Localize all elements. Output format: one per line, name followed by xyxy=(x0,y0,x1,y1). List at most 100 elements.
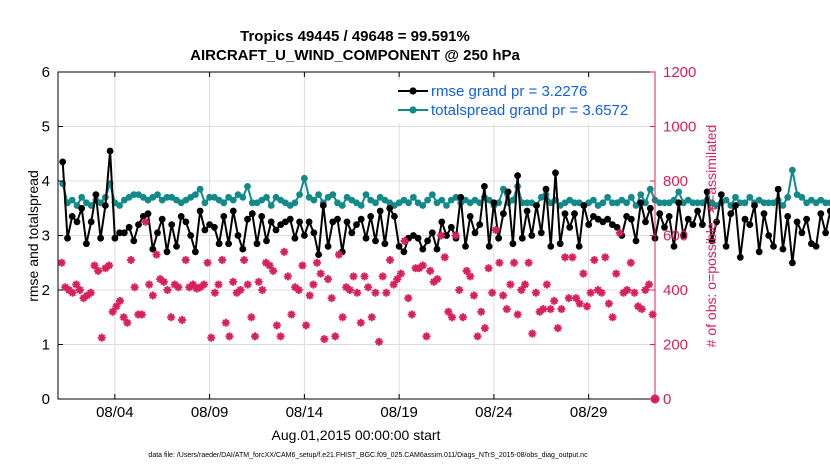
obs-marker-stroke xyxy=(291,283,299,291)
totalspread-point xyxy=(732,193,739,201)
obs-assimilated-marker xyxy=(375,337,384,346)
rmse-point xyxy=(798,229,806,237)
obs-assimilated-marker xyxy=(506,280,515,289)
obs-assimilated-marker xyxy=(407,310,416,319)
rmse-point xyxy=(334,215,341,223)
legend-totalspread-marker xyxy=(409,106,417,114)
obs-marker-stroke xyxy=(240,256,248,264)
rmse-point xyxy=(395,243,403,250)
obs-assimilated-marker xyxy=(520,280,529,289)
obs-marker-stroke xyxy=(437,231,445,240)
rmse-point xyxy=(168,221,176,229)
rmse-point xyxy=(556,240,564,248)
obs-marker-stroke xyxy=(616,229,624,237)
rmse-point xyxy=(433,245,441,253)
obs-assimilated-marker xyxy=(116,296,125,305)
rmse-point xyxy=(272,226,280,234)
obs-marker-stroke xyxy=(459,313,467,321)
rmse-point xyxy=(220,213,228,220)
rmse-point xyxy=(765,232,773,239)
obs-marker-stroke xyxy=(594,286,602,294)
totalspread-point xyxy=(523,199,531,207)
x-tick-label: 08/24 xyxy=(475,404,513,421)
rmse-point xyxy=(386,204,394,212)
rmse-point xyxy=(580,202,588,209)
obs-marker-stroke xyxy=(463,267,471,275)
rmse-point xyxy=(376,207,384,215)
totalspread-point xyxy=(727,202,735,209)
rmse-point xyxy=(457,193,465,201)
rmse-point xyxy=(196,207,204,215)
obs-assimilated-marker xyxy=(499,291,508,300)
totalspread-point xyxy=(760,199,768,207)
obs-assimilated-marker xyxy=(517,286,526,294)
rmse-line xyxy=(61,150,830,264)
data-file-footnote: data file: /Users/raeder/DAI/ATM_forcXX/… xyxy=(148,452,588,459)
rmse-point xyxy=(149,245,157,253)
obs-assimilated-marker xyxy=(327,294,336,303)
totalspread-point xyxy=(722,196,730,204)
rmse-point xyxy=(187,232,195,239)
rmse-point xyxy=(476,221,484,229)
obs-assimilated-marker xyxy=(287,310,296,319)
obs-assimilated-marker xyxy=(590,256,599,265)
obs-marker-stroke xyxy=(266,261,274,269)
obs-marker-stroke xyxy=(324,275,332,283)
obs-assimilated-marker xyxy=(473,332,482,341)
obs-assimilated-marker xyxy=(126,256,135,265)
obs-marker-stroke xyxy=(207,334,215,342)
obs-assimilated-marker xyxy=(269,266,278,275)
rmse-point xyxy=(732,202,739,209)
rmse-point xyxy=(73,218,81,226)
obs-marker-stroke xyxy=(317,270,325,278)
totalspread-point xyxy=(410,193,417,201)
rmse-point xyxy=(547,243,555,250)
obs-marker-stroke xyxy=(579,270,587,278)
obs-assimilated-marker xyxy=(641,286,650,294)
rmse-point xyxy=(689,221,697,229)
totalspread-point xyxy=(741,199,749,207)
obs-assimilated-marker xyxy=(207,333,216,342)
obs-marker-stroke xyxy=(269,267,277,275)
obs-marker-stroke xyxy=(517,286,525,294)
obs-marker-stroke xyxy=(138,311,146,319)
rmse-point xyxy=(239,245,247,253)
obs-assimilated-marker xyxy=(57,258,66,267)
x-tick-label: 08/29 xyxy=(570,404,608,421)
rmse-point xyxy=(154,229,161,237)
rmse-point xyxy=(78,204,86,212)
obs-marker-stroke xyxy=(244,281,252,289)
totalspread-point xyxy=(338,202,346,209)
obs-assimilated-marker xyxy=(320,335,329,344)
rmse-point xyxy=(523,207,531,215)
obs-assimilated-marker xyxy=(119,313,128,322)
obs-assimilated-marker xyxy=(550,296,559,305)
obs-assimilated-marker xyxy=(422,332,431,341)
legend-totalspread-label: totalspread grand pr = 3.6572 xyxy=(431,102,628,119)
totalspread-point xyxy=(452,193,460,201)
totalspread-point xyxy=(637,191,645,199)
obs-assimilated-marker xyxy=(203,258,212,267)
rmse-point xyxy=(163,248,171,256)
rmse-point xyxy=(211,223,218,231)
rmse-point xyxy=(722,243,730,250)
obs-marker-stroke xyxy=(255,278,263,286)
totalspread-point xyxy=(495,199,502,207)
obs-marker-stroke xyxy=(601,253,609,261)
obs-assimilated-marker xyxy=(90,261,99,270)
rmse-point xyxy=(646,204,654,212)
obs-marker-stroke xyxy=(492,226,500,234)
totalspread-point xyxy=(329,191,337,199)
obs-assimilated-marker xyxy=(579,269,588,278)
rmse-point xyxy=(613,223,621,231)
rmse-point xyxy=(391,213,398,220)
obs-marker-stroke xyxy=(309,281,317,289)
obs-marker-stroke xyxy=(386,256,394,264)
obs-marker-stroke xyxy=(277,332,285,340)
obs-marker-stroke xyxy=(368,313,376,321)
rmse-point xyxy=(779,245,787,253)
obs-assimilated-marker xyxy=(546,305,555,314)
y-right-tick-label: 800 xyxy=(663,173,688,190)
totalspread-point xyxy=(244,183,251,190)
rmse-point xyxy=(372,237,379,245)
